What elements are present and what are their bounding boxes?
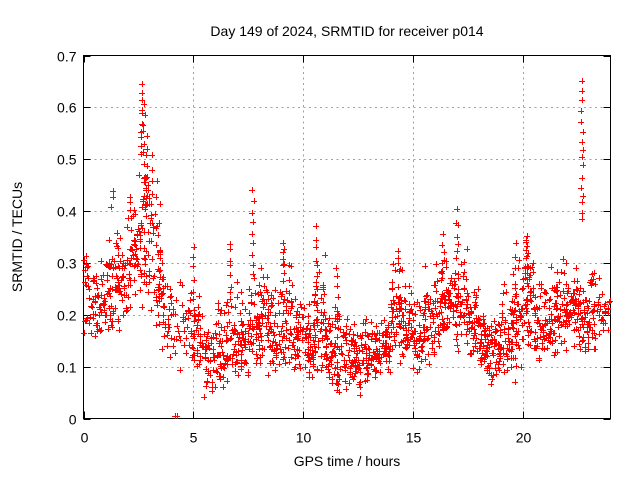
x-tick-label: 10 xyxy=(296,430,312,446)
x-tick-label: 5 xyxy=(190,430,198,446)
y-tick-label: 0 xyxy=(69,412,77,428)
x-tick-label: 20 xyxy=(516,430,532,446)
x-axis-label: GPS time / hours xyxy=(294,453,401,469)
y-tick-label: 0.5 xyxy=(57,152,77,168)
chart-title: Day 149 of 2024, SRMTID for receiver p01… xyxy=(210,23,483,39)
scatter-markers xyxy=(81,78,613,419)
x-tick-label: 15 xyxy=(406,430,422,446)
y-tick-label: 0.7 xyxy=(57,49,77,65)
plot-border xyxy=(83,55,611,419)
y-tick-label: 0.1 xyxy=(57,360,77,376)
axis-ticks xyxy=(83,55,611,420)
x-tick-label: 0 xyxy=(81,430,89,446)
y-tick-label: 0.6 xyxy=(57,100,77,116)
data-points xyxy=(81,78,613,419)
tick-labels: 0 5 10 15 20 0 0.1 0.2 0.3 0.4 0.5 0.6 0.7 xyxy=(57,49,531,446)
y-tick-label: 0.3 xyxy=(57,256,77,272)
y-tick-label: 0.2 xyxy=(57,308,77,324)
y-axis-label: SRMTID / TECUs xyxy=(9,182,25,292)
y-tick-label: 0.4 xyxy=(57,204,77,220)
